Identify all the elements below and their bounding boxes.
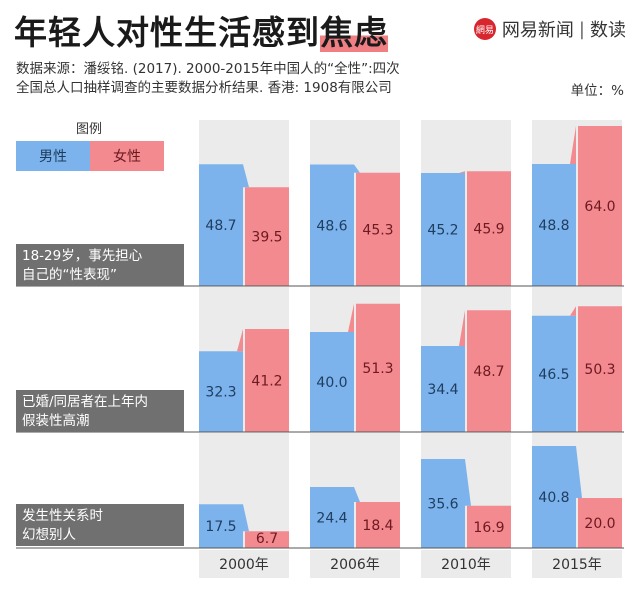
group-label-1-line-1: 已婚/同居者在上年内	[22, 394, 149, 410]
legend-title: 图例	[76, 122, 103, 137]
bar-male-2-3	[532, 446, 576, 548]
bar-female-1-2	[467, 310, 511, 432]
bar-female-2-3	[578, 498, 622, 548]
label-male-2-1: 24.4	[316, 511, 347, 527]
label-female-2-3: 20.0	[584, 516, 615, 532]
brand-section: 数读	[590, 20, 626, 41]
title-main: 年轻人对性生活感到	[14, 13, 320, 52]
label-male-0-1: 48.6	[316, 218, 347, 234]
bar-female-0-3	[578, 126, 622, 286]
bar-male-1-3	[532, 315, 576, 432]
bar-female-2-2	[467, 505, 511, 548]
group-label-2-line-1: 发生性关系时	[22, 508, 103, 524]
bar-slant-0-2	[459, 171, 465, 173]
bar-male-1-1	[310, 332, 354, 432]
brand: 網易 网易新闻 | 数读	[473, 16, 626, 42]
bar-male-0-1	[310, 164, 354, 286]
group-label-1-line-2: 假装性高潮	[22, 413, 90, 429]
bar-slant-0-3	[570, 126, 576, 164]
group-label-0-line-1: 18-29岁，事先担心	[22, 248, 143, 264]
year-label-2010: 2010年	[421, 550, 511, 578]
bar-male-2-0	[199, 504, 243, 548]
netease-logo-icon: 網易	[473, 18, 496, 40]
bar-slant-2-1	[354, 487, 360, 502]
bar-female-2-1	[356, 502, 400, 548]
bar-slant-1-1	[348, 303, 354, 332]
label-male-0-3: 48.8	[538, 218, 569, 234]
bar-male-1-0	[199, 351, 243, 432]
legend-male: 男性	[16, 141, 90, 171]
bar-slant-2-2	[465, 459, 471, 506]
label-female-2-2: 16.9	[473, 520, 504, 536]
brand-name: 网易新闻	[501, 20, 574, 41]
bar-male-0-2	[421, 173, 465, 286]
bar-female-2-0	[245, 531, 289, 548]
label-male-1-0: 32.3	[205, 385, 236, 401]
group-label-2: 发生性关系时 幻想别人	[16, 504, 184, 546]
label-male-1-1: 40.0	[316, 375, 347, 391]
bar-slant-1-3	[570, 306, 576, 316]
bar-male-0-0	[199, 164, 243, 286]
bar-male-2-1	[310, 487, 354, 548]
bar-female-0-0	[245, 187, 289, 286]
brand-separator: |	[578, 18, 585, 40]
year-label-2015: 2015年	[532, 550, 622, 578]
bar-slant-1-2	[459, 310, 465, 346]
source-line-2: 全国总人口抽样调查的主要数据分析结果. 香港: 1908有限公司	[16, 80, 392, 96]
bar-female-1-0	[245, 329, 289, 432]
bar-female-1-3	[578, 306, 622, 432]
label-female-2-0: 6.7	[256, 531, 278, 547]
group-label-1: 已婚/同居者在上年内 假装性高潮	[16, 390, 184, 432]
label-female-0-0: 39.5	[251, 230, 282, 246]
label-male-0-2: 45.2	[427, 223, 458, 239]
bar-slant-2-0	[243, 504, 249, 532]
label-male-1-3: 46.5	[538, 367, 569, 383]
group-label-2-line-2: 幻想别人	[22, 527, 76, 543]
unit-label: 单位：%	[570, 83, 624, 99]
label-female-2-1: 18.4	[362, 518, 393, 534]
label-male-2-3: 40.8	[538, 490, 569, 506]
page-title: 年轻人对性生活感到焦虑	[14, 6, 388, 54]
label-male-1-2: 34.4	[427, 382, 458, 398]
group-label-0: 18-29岁，事先担心 自己的“性表现”	[16, 244, 184, 286]
source-note: 数据来源：潘绥铭. (2017). 2000-2015年中国人的“全性”:四次 …	[16, 60, 476, 98]
year-label-2006: 2006年	[310, 550, 400, 578]
label-female-1-3: 50.3	[584, 362, 615, 378]
bar-female-1-1	[356, 303, 400, 432]
source-line-1: 数据来源：潘绥铭. (2017). 2000-2015年中国人的“全性”:四次	[16, 61, 400, 77]
label-male-2-2: 35.6	[427, 497, 458, 513]
legend-female: 女性	[90, 141, 164, 171]
label-male-2-0: 17.5	[205, 519, 236, 535]
label-female-1-2: 48.7	[473, 364, 504, 380]
group-label-0-line-2: 自己的“性表现”	[22, 267, 117, 283]
bar-female-0-1	[356, 172, 400, 286]
bar-male-2-2	[421, 459, 465, 548]
bar-male-0-3	[532, 164, 576, 286]
bar-female-0-2	[467, 171, 511, 286]
bar-male-1-2	[421, 346, 465, 432]
label-female-0-3: 64.0	[584, 199, 615, 215]
label-male-0-0: 48.7	[205, 218, 236, 234]
title-highlight: 焦虑	[320, 13, 388, 52]
label-female-0-1: 45.3	[362, 222, 393, 238]
bar-slant-1-0	[237, 329, 243, 352]
bar-slant-2-3	[576, 446, 582, 498]
bar-slant-0-1	[354, 164, 360, 173]
label-female-1-0: 41.2	[251, 374, 282, 390]
bar-slant-0-0	[243, 164, 249, 188]
year-label-2000: 2000年	[199, 550, 289, 578]
label-female-1-1: 51.3	[362, 361, 393, 377]
label-female-0-2: 45.9	[473, 222, 504, 238]
